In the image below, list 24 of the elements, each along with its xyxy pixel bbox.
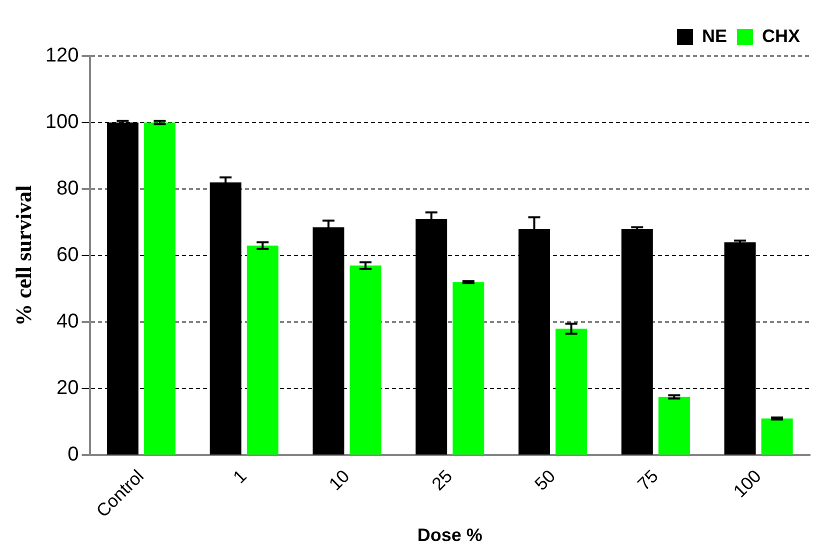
x-tick-label: 1: [229, 466, 250, 488]
y-axis-title: % cell survival: [10, 185, 36, 326]
y-tick-label: 0: [68, 444, 79, 466]
x-axis-title: Dose %: [417, 525, 482, 546]
y-tick-label: 40: [56, 310, 79, 333]
x-tick-label: 10: [325, 466, 354, 494]
y-tick-label: 100: [45, 111, 79, 134]
x-tick-label: 75: [634, 466, 662, 494]
y-tick-label: 60: [56, 244, 79, 266]
y-tick-label: 120: [45, 44, 79, 67]
bar: [144, 122, 176, 455]
x-tick-label: 25: [428, 466, 456, 494]
y-tick-label: 80: [56, 178, 79, 200]
bar: [761, 418, 793, 455]
x-tick-label: 100: [730, 466, 765, 502]
legend-label: NE: [702, 26, 728, 46]
x-tick-label: 50: [530, 466, 560, 494]
bar: [658, 396, 690, 455]
y-tick-label: 20: [56, 377, 79, 400]
bar: [452, 282, 484, 455]
bar: [350, 266, 382, 455]
bar: [246, 246, 278, 455]
bar: [556, 328, 588, 455]
legend-label: CHX: [762, 26, 800, 46]
